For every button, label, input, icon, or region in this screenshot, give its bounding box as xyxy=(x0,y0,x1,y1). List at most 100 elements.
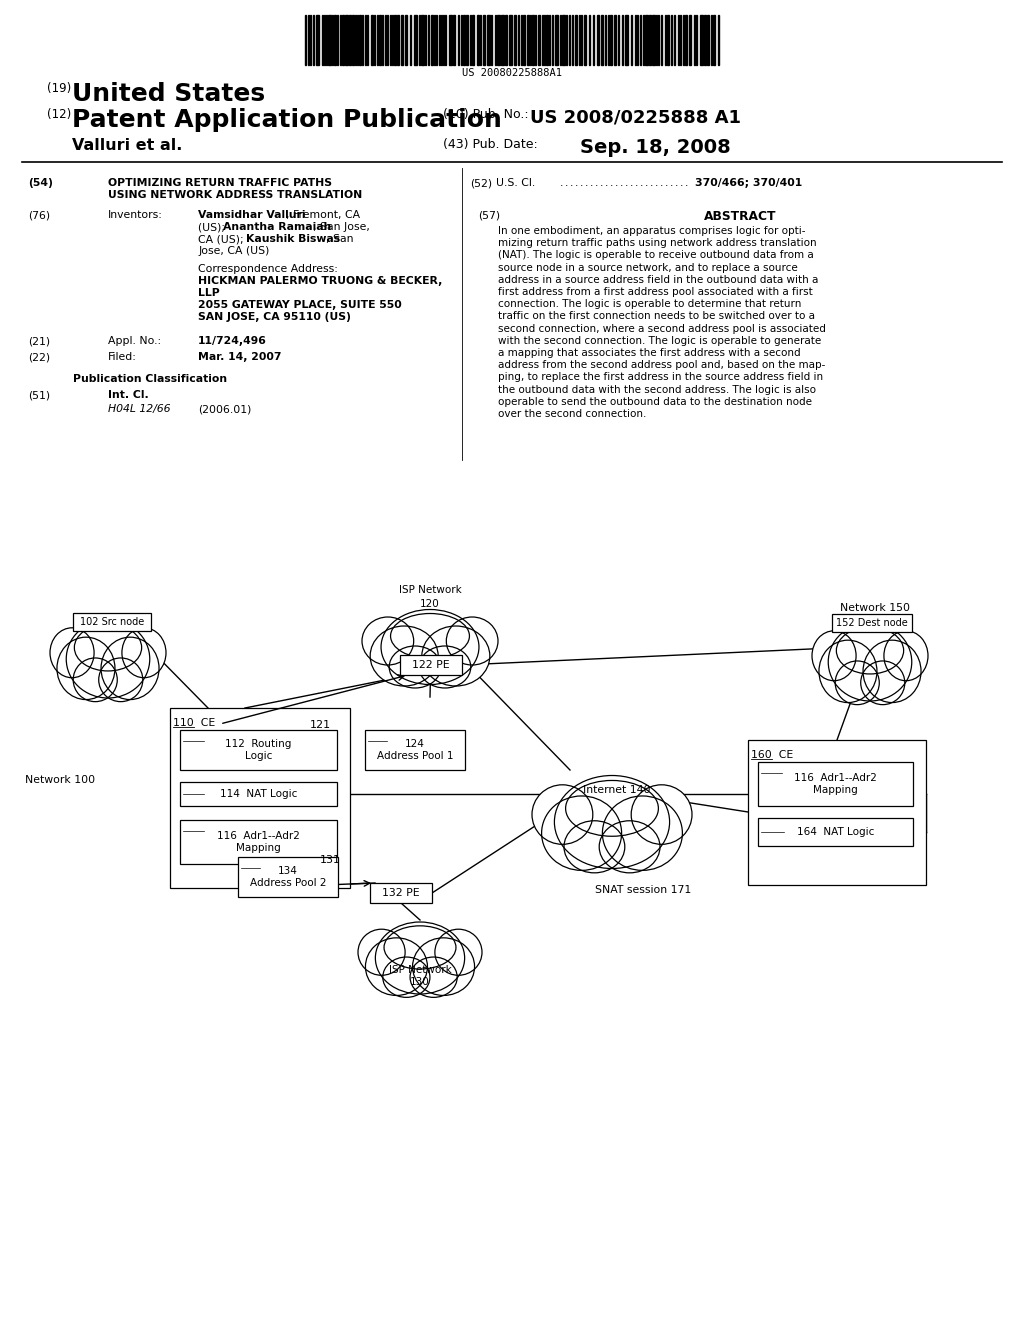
Bar xyxy=(509,15,512,65)
Text: 114  NAT Logic: 114 NAT Logic xyxy=(220,789,297,799)
Ellipse shape xyxy=(542,796,622,870)
Bar xyxy=(667,15,669,65)
Text: with the second connection. The logic is operable to generate: with the second connection. The logic is… xyxy=(498,335,821,346)
Text: (2006.01): (2006.01) xyxy=(198,404,251,414)
Text: address from the second address pool and, based on the map-: address from the second address pool and… xyxy=(498,360,825,370)
Bar xyxy=(758,818,913,846)
Bar xyxy=(601,15,603,65)
Ellipse shape xyxy=(366,937,427,995)
Text: .: . xyxy=(615,178,618,187)
Ellipse shape xyxy=(381,610,479,685)
Text: Patent Application Publication: Patent Application Publication xyxy=(72,108,502,132)
Text: Network 100: Network 100 xyxy=(25,775,95,785)
Text: .: . xyxy=(600,178,603,187)
Text: (43) Pub. Date:: (43) Pub. Date: xyxy=(443,139,538,150)
Bar xyxy=(562,15,565,65)
Text: operable to send the outbound data to the destination node: operable to send the outbound data to th… xyxy=(498,397,812,407)
Text: , San: , San xyxy=(326,234,353,244)
Bar xyxy=(597,15,599,65)
Bar xyxy=(527,15,529,65)
Ellipse shape xyxy=(863,640,921,702)
Bar xyxy=(453,15,455,65)
Bar xyxy=(400,655,462,675)
Ellipse shape xyxy=(370,626,438,686)
Text: SNAT session 171: SNAT session 171 xyxy=(595,884,691,895)
Ellipse shape xyxy=(564,821,625,873)
Text: 164  NAT Logic: 164 NAT Logic xyxy=(797,828,874,837)
Text: .: . xyxy=(580,178,584,187)
Text: 124
Address Pool 1: 124 Address Pool 1 xyxy=(377,739,454,760)
Text: Mar. 14, 2007: Mar. 14, 2007 xyxy=(198,352,282,362)
Text: 160  CE: 160 CE xyxy=(751,750,794,760)
Bar xyxy=(575,15,577,65)
Text: , Fremont, CA: , Fremont, CA xyxy=(286,210,360,220)
Text: USING NETWORK ADDRESS TRANSLATION: USING NETWORK ADDRESS TRANSLATION xyxy=(108,190,362,201)
Bar xyxy=(649,15,651,65)
Text: ping, to replace the first address in the source address field in: ping, to replace the first address in th… xyxy=(498,372,823,383)
Ellipse shape xyxy=(837,627,903,675)
Ellipse shape xyxy=(446,616,498,665)
Text: .: . xyxy=(640,178,643,187)
Text: .: . xyxy=(670,178,674,187)
Text: Kaushik Biswas: Kaushik Biswas xyxy=(246,234,340,244)
Bar xyxy=(406,15,407,65)
Bar xyxy=(394,15,396,65)
Ellipse shape xyxy=(819,640,877,702)
Text: (19): (19) xyxy=(47,82,72,95)
Bar xyxy=(523,15,525,65)
Ellipse shape xyxy=(435,929,482,975)
Text: Jose, CA (US): Jose, CA (US) xyxy=(198,246,269,256)
Bar xyxy=(421,15,424,65)
Bar xyxy=(73,612,151,631)
Bar xyxy=(414,15,417,65)
Bar xyxy=(401,15,403,65)
Ellipse shape xyxy=(362,616,414,665)
Bar xyxy=(614,15,616,65)
Bar xyxy=(625,15,628,65)
Ellipse shape xyxy=(98,657,142,702)
Text: 134
Address Pool 2: 134 Address Pool 2 xyxy=(250,866,327,888)
Text: 121: 121 xyxy=(310,719,331,730)
Bar xyxy=(349,15,351,65)
Text: US 2008/0225888 A1: US 2008/0225888 A1 xyxy=(530,108,741,125)
Bar xyxy=(501,15,504,65)
Text: H04L 12/66: H04L 12/66 xyxy=(108,404,171,414)
Ellipse shape xyxy=(410,957,457,998)
Bar xyxy=(532,15,534,65)
Bar xyxy=(180,820,337,865)
Text: .: . xyxy=(675,178,678,187)
Bar xyxy=(689,15,691,65)
Text: (12): (12) xyxy=(47,108,72,121)
Text: (76): (76) xyxy=(28,210,50,220)
Text: .: . xyxy=(645,178,648,187)
Text: .: . xyxy=(570,178,573,187)
Text: .: . xyxy=(565,178,568,187)
Bar xyxy=(352,15,354,65)
Bar xyxy=(514,15,516,65)
Text: United States: United States xyxy=(72,82,265,106)
Text: (51): (51) xyxy=(28,389,50,400)
Text: .: . xyxy=(605,178,608,187)
Bar xyxy=(483,15,485,65)
Ellipse shape xyxy=(419,645,471,688)
Text: first address from a first address pool associated with a first: first address from a first address pool … xyxy=(498,286,813,297)
Text: LLP: LLP xyxy=(198,288,220,298)
Text: the outbound data with the second address. The logic is also: the outbound data with the second addres… xyxy=(498,384,816,395)
Text: 116  Adr1--Adr2
Mapping: 116 Adr1--Adr2 Mapping xyxy=(217,832,300,853)
Text: 370/466; 370/401: 370/466; 370/401 xyxy=(695,178,802,187)
Ellipse shape xyxy=(413,937,474,995)
Text: .: . xyxy=(595,178,598,187)
Ellipse shape xyxy=(73,657,118,702)
Bar xyxy=(342,15,344,65)
Ellipse shape xyxy=(389,645,441,688)
Bar xyxy=(713,15,715,65)
Text: .: . xyxy=(625,178,629,187)
Text: OPTIMIZING RETURN TRAFFIC PATHS: OPTIMIZING RETURN TRAFFIC PATHS xyxy=(108,178,332,187)
Ellipse shape xyxy=(599,821,660,873)
Text: (NAT). The logic is operable to receive outbound data from a: (NAT). The logic is operable to receive … xyxy=(498,251,814,260)
Text: HICKMAN PALERMO TRUONG & BECKER,: HICKMAN PALERMO TRUONG & BECKER, xyxy=(198,276,442,286)
Text: 130: 130 xyxy=(411,977,430,987)
Ellipse shape xyxy=(532,785,593,845)
Text: US 20080225888A1: US 20080225888A1 xyxy=(462,69,562,78)
Bar xyxy=(707,15,709,65)
